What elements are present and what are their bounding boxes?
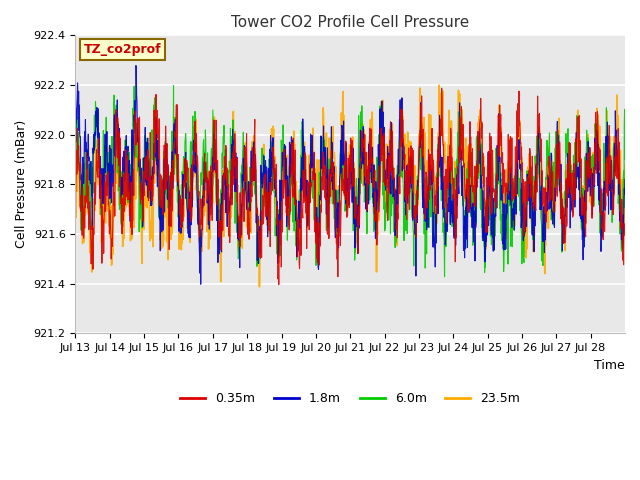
- Title: Tower CO2 Profile Cell Pressure: Tower CO2 Profile Cell Pressure: [231, 15, 469, 30]
- Legend: 0.35m, 1.8m, 6.0m, 23.5m: 0.35m, 1.8m, 6.0m, 23.5m: [175, 387, 525, 410]
- Y-axis label: Cell Pressure (mBar): Cell Pressure (mBar): [15, 120, 28, 249]
- X-axis label: Time: Time: [595, 359, 625, 372]
- Text: TZ_co2prof: TZ_co2prof: [84, 43, 161, 56]
